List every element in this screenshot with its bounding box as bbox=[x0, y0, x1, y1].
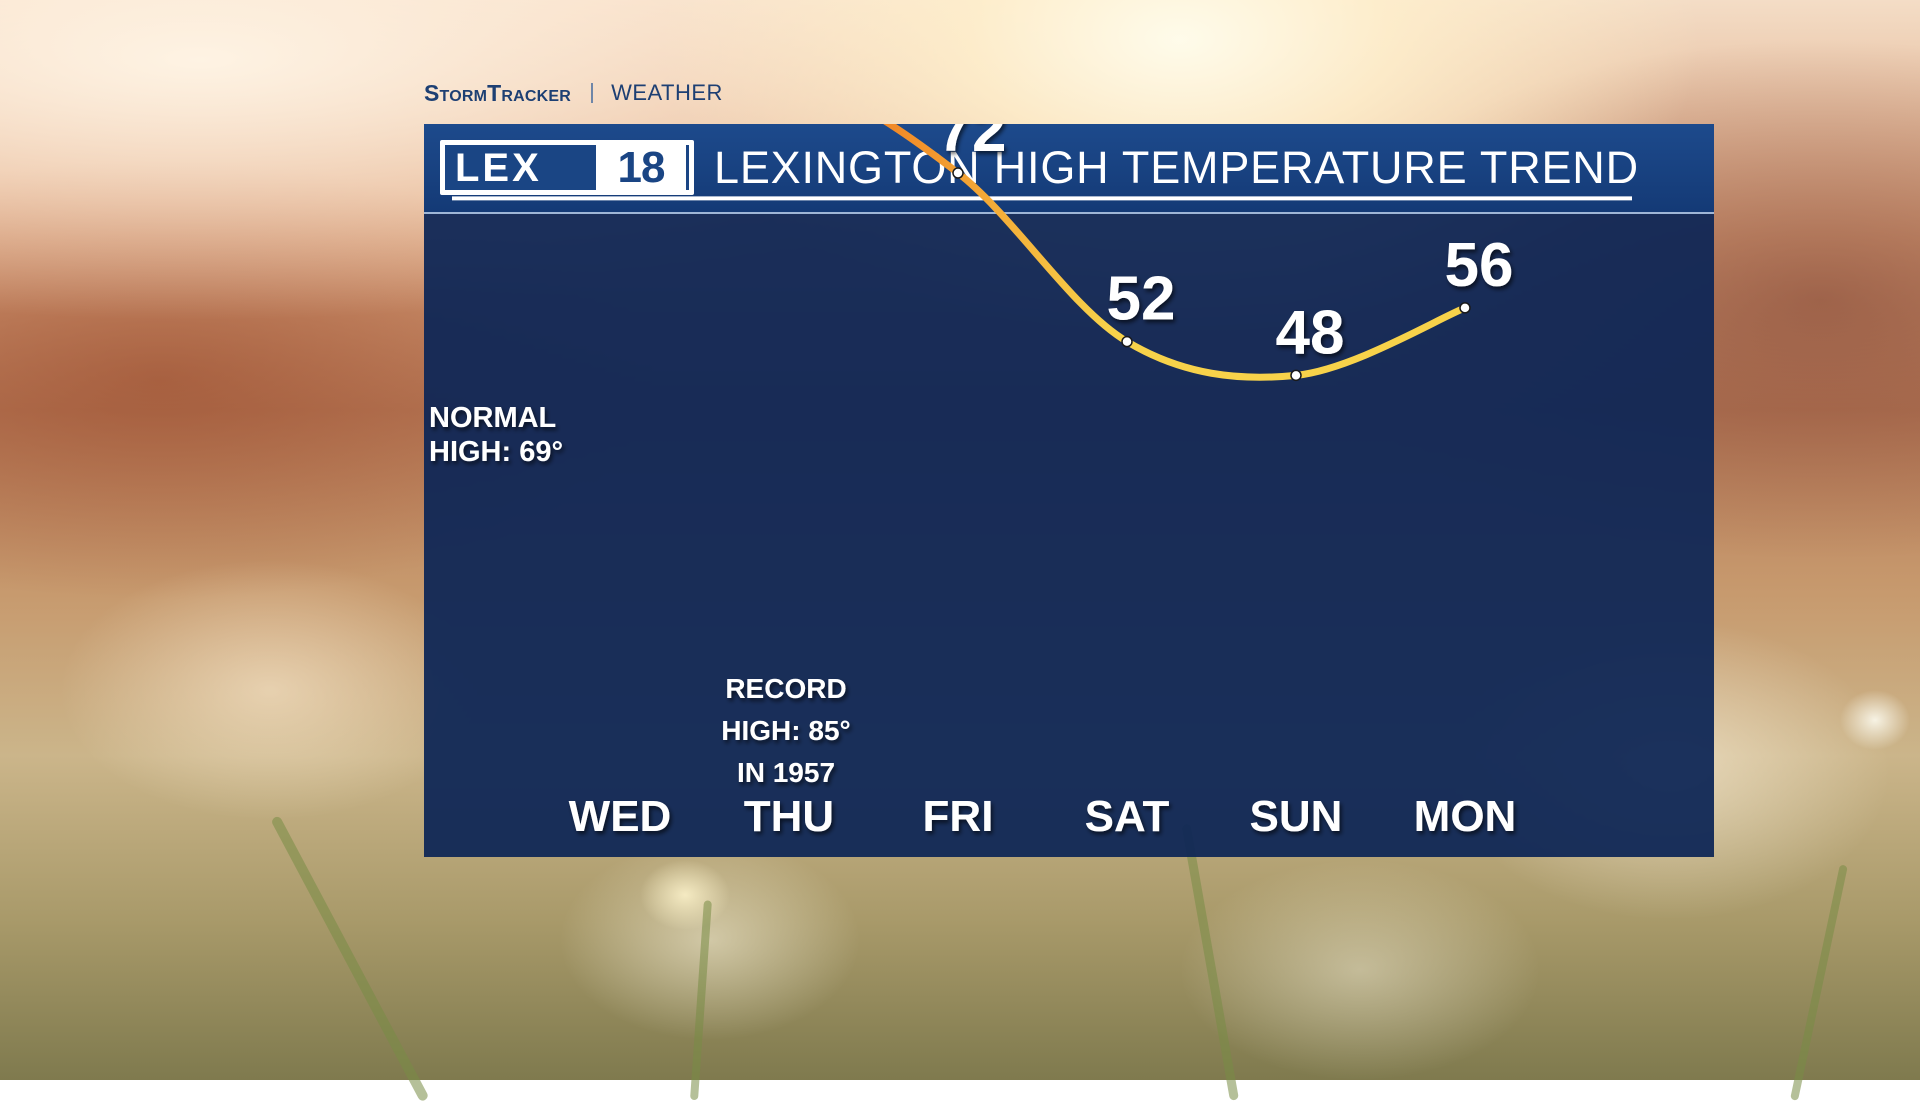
day-label-sun: SUN bbox=[1250, 792, 1343, 841]
data-point-fri bbox=[952, 167, 964, 179]
logo-text: LEX bbox=[455, 145, 542, 190]
chart-panel: LEX 18 LEXINGTON HIGH TEMPERATURE TREND … bbox=[424, 124, 1714, 857]
record-label-line3: IN 1957 bbox=[737, 757, 835, 788]
day-label-thu: THU bbox=[744, 792, 834, 841]
value-label-sun: 48 bbox=[1276, 298, 1345, 367]
value-label-sat: 52 bbox=[1107, 265, 1176, 334]
day-label-mon: MON bbox=[1414, 792, 1517, 841]
brand-divider bbox=[591, 83, 594, 103]
chart-title: LEXINGTON HIGH TEMPERATURE TREND bbox=[714, 142, 1639, 193]
lex18-logo: LEX 18 bbox=[440, 140, 694, 195]
record-label-line2: HIGH: 85° bbox=[721, 715, 850, 746]
day-label-sat: SAT bbox=[1085, 792, 1170, 841]
record-label-line1: RECORD bbox=[725, 673, 846, 704]
brand-stormtracker: StormTracker bbox=[424, 79, 572, 106]
normal-label-line2: HIGH: 69° bbox=[429, 436, 563, 468]
normal-label-line1: NORMAL bbox=[429, 402, 556, 434]
temperature-line-chart: NORMAL HIGH: 69° RECORD HIGH: 85° IN 195… bbox=[429, 124, 1632, 841]
temperature-trend-line bbox=[883, 124, 1469, 381]
data-point-sat bbox=[1121, 335, 1133, 348]
brand-weather: WEATHER bbox=[611, 80, 723, 105]
day-label-wed: WED bbox=[569, 792, 672, 841]
value-label-mon: 56 bbox=[1445, 231, 1514, 300]
data-point-mon bbox=[1459, 302, 1471, 314]
day-label-fri: FRI bbox=[923, 792, 994, 841]
logo-number: 18 bbox=[596, 142, 686, 193]
chart-marks: 79WED83THU72FRI52SAT48SUN56MON bbox=[569, 124, 1517, 841]
stormtracker-brand: StormTracker WEATHER bbox=[424, 78, 723, 108]
data-point-sun bbox=[1290, 369, 1302, 382]
value-label-fri: 72 bbox=[938, 124, 1007, 165]
